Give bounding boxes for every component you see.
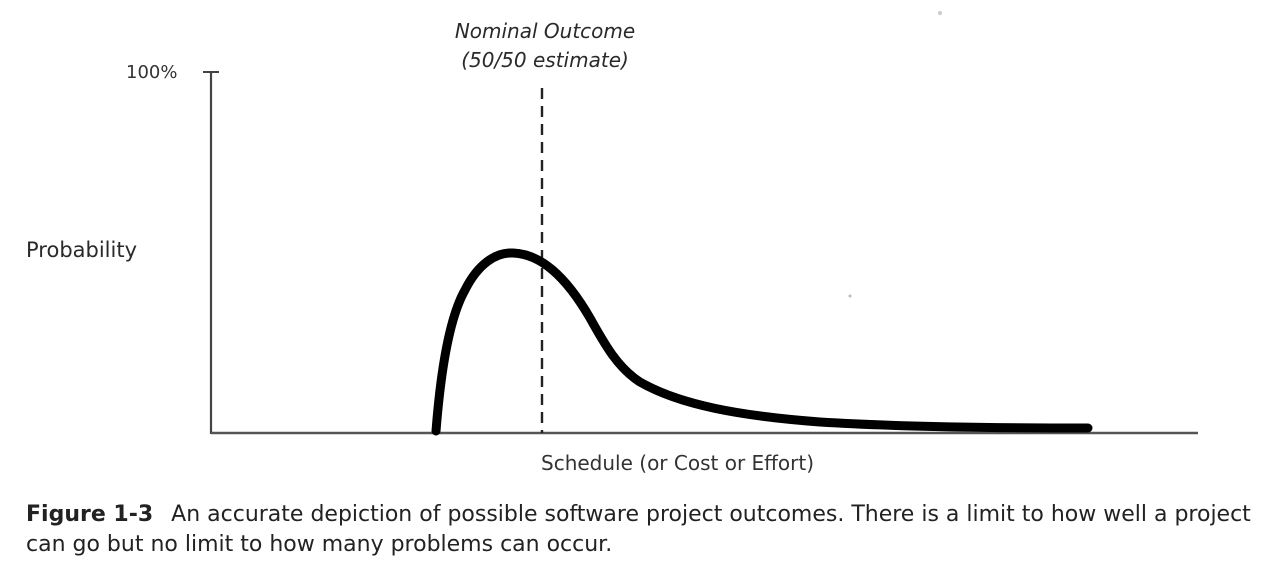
annotation-line-2: (50/50 estimate) <box>461 48 629 72</box>
nominal-outcome-annotation: Nominal Outcome (50/50 estimate) <box>400 17 690 75</box>
scan-speck <box>938 11 942 15</box>
caption-text: An accurate depiction of possible softwa… <box>26 502 1251 557</box>
y-axis-title: Probability <box>26 238 138 262</box>
y-axis-max-label: 100% <box>126 62 178 83</box>
x-axis-title: Schedule (or Cost or Effort) <box>541 451 815 475</box>
outcome-distribution-curve <box>431 248 1093 436</box>
figure-number: Figure 1-3 <box>26 502 154 527</box>
scan-speck <box>848 294 852 298</box>
annotation-line-1: Nominal Outcome <box>454 19 636 43</box>
figure-caption: Figure 1-3 An accurate depiction of possi… <box>26 500 1276 560</box>
